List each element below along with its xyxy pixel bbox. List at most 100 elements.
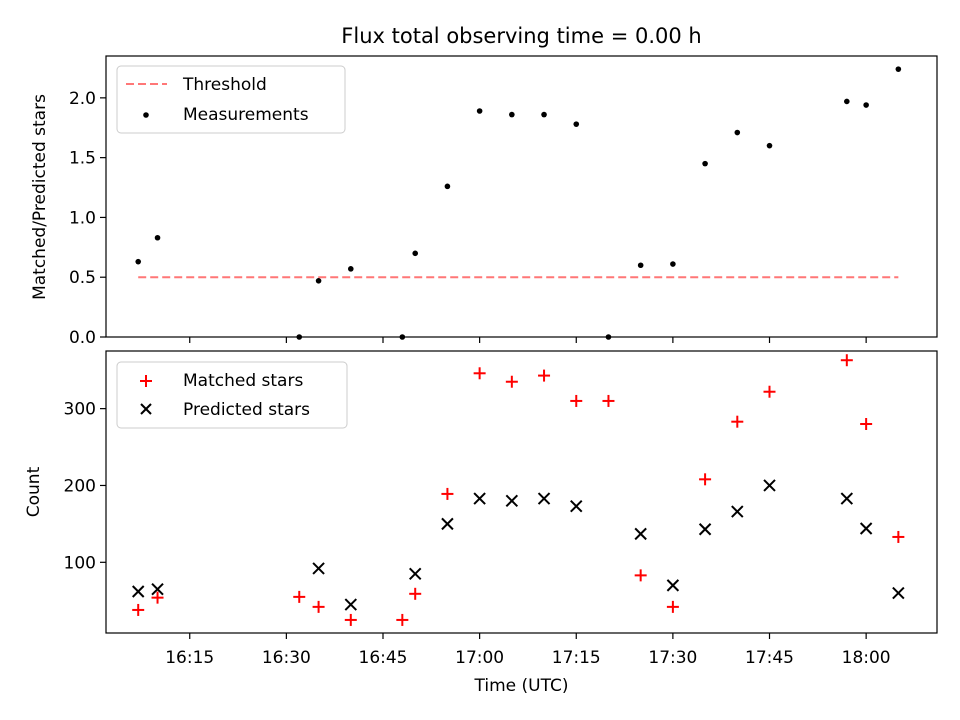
predicted-star-point [505,494,519,508]
x-tick-label: 18:00 [842,648,891,668]
matched-star-point [634,569,647,582]
measurement-point [347,266,354,272]
predicted-star-point [892,586,905,600]
y-tick-label: 100 [64,553,96,573]
matched-star-point [151,591,164,604]
predicted-star-point [344,598,357,611]
predicted-star-stroke [634,527,647,541]
y-tick-label: 2.0 [69,89,96,109]
measurement-point [702,160,708,167]
ratio-legend: Threshold Measurements [116,65,346,134]
predicted-star-point [409,567,422,581]
matched-star-point [731,415,744,428]
measurement-point [605,334,612,340]
ratio-y-axis-label: Matched/Predicted stars [30,94,50,300]
x-tick-label: 17:00 [455,648,504,668]
predicted-star-stroke [840,492,854,505]
matched-star-point [602,394,615,407]
predicted-star-point [132,585,145,598]
predicted-star-stroke [763,479,776,492]
predicted-star-point [151,582,164,596]
measurement-point [135,258,142,265]
predicted-star-point [666,579,680,592]
legend-threshold-label: Threshold [182,75,267,95]
y-tick-label: 200 [64,476,96,496]
predicted-star-stroke [892,586,905,600]
matched-star-point [666,600,679,613]
matched-star-point [473,367,486,380]
matched-star-point [132,603,145,616]
predicted-star-stroke [151,582,164,596]
measurement-point [573,121,580,127]
matched-star-point [763,385,776,398]
matched-star-point [538,369,551,382]
legend-matched-label: Matched stars [183,371,303,391]
legend-predicted-label: Predicted stars [183,400,310,420]
predicted-star-stroke [537,492,551,505]
measurement-point [444,183,451,190]
matched-star-point [570,394,583,407]
matched-star-point [860,417,873,430]
predicted-star-stroke [731,505,744,518]
predicted-star-point [441,517,454,531]
measurement-point [296,334,303,340]
measurement-point [670,261,676,267]
x-tick-label: 17:15 [552,648,601,668]
x-tick-label: 16:30 [262,648,311,668]
measurement-point [766,142,773,149]
y-tick-label: 300 [64,400,96,420]
predicted-star-stroke [312,562,325,575]
predicted-star-point [859,522,873,535]
count-y-axis-label: Count [24,466,44,517]
matched-star-point [505,375,518,388]
predicted-star-stroke [409,567,422,581]
predicted-star-stroke [473,492,486,505]
matched-star-point [892,530,905,543]
predicted-star-point [763,479,776,492]
x-tick-label: 17:45 [745,648,794,668]
y-tick-label: 0.0 [69,328,96,348]
predicted-star-point [537,492,551,505]
x-tick-label: 17:30 [648,648,697,668]
x-tick-label: 16:45 [359,648,408,668]
y-tick-label: 1.5 [69,149,96,169]
y-tick-label: 1.0 [69,208,96,228]
measurement-point [315,278,322,284]
ratio-plot-frame [105,55,938,338]
measurement-point [637,262,644,269]
predicted-star-point [840,492,854,505]
matched-star-point [293,590,306,603]
measurement-point [509,111,515,118]
legend-matched-swatch [140,375,152,387]
y-tick-label: 0.5 [69,268,96,288]
count-plot-frame [105,350,938,634]
matched-star-point [396,613,409,626]
predicted-star-stroke [344,598,357,611]
ratio-panel: Matched/Predicted stars [30,55,938,338]
matched-star-point [312,600,325,613]
ratio-legend-box [116,65,346,134]
measurement-point [844,98,850,105]
predicted-star-point [634,527,647,541]
matched-star-point [344,613,357,626]
matched-star-point [699,473,712,486]
count-legend-box [116,361,348,429]
predicted-star-point [570,500,583,513]
predicted-star-stroke [441,517,454,531]
matched-star-point [409,587,422,600]
measurement-point [541,111,547,118]
chart-title: Flux total observing time = 0.00 h [341,24,701,48]
predicted-star-stroke [570,500,583,513]
predicted-star-stroke [698,523,712,536]
predicted-star-point [312,562,325,575]
measurement-point [399,334,406,340]
measurement-point [154,234,161,241]
measurement-point [863,102,869,108]
predicted-star-stroke [505,494,519,508]
legend-measurements-label: Measurements [183,105,309,125]
matched-star-point [441,487,454,500]
matched-star-point [840,354,853,367]
count-legend: Matched stars Predicted stars [116,361,348,429]
predicted-star-stroke [666,579,680,592]
count-panel: Count Time (UTC) [24,350,938,696]
